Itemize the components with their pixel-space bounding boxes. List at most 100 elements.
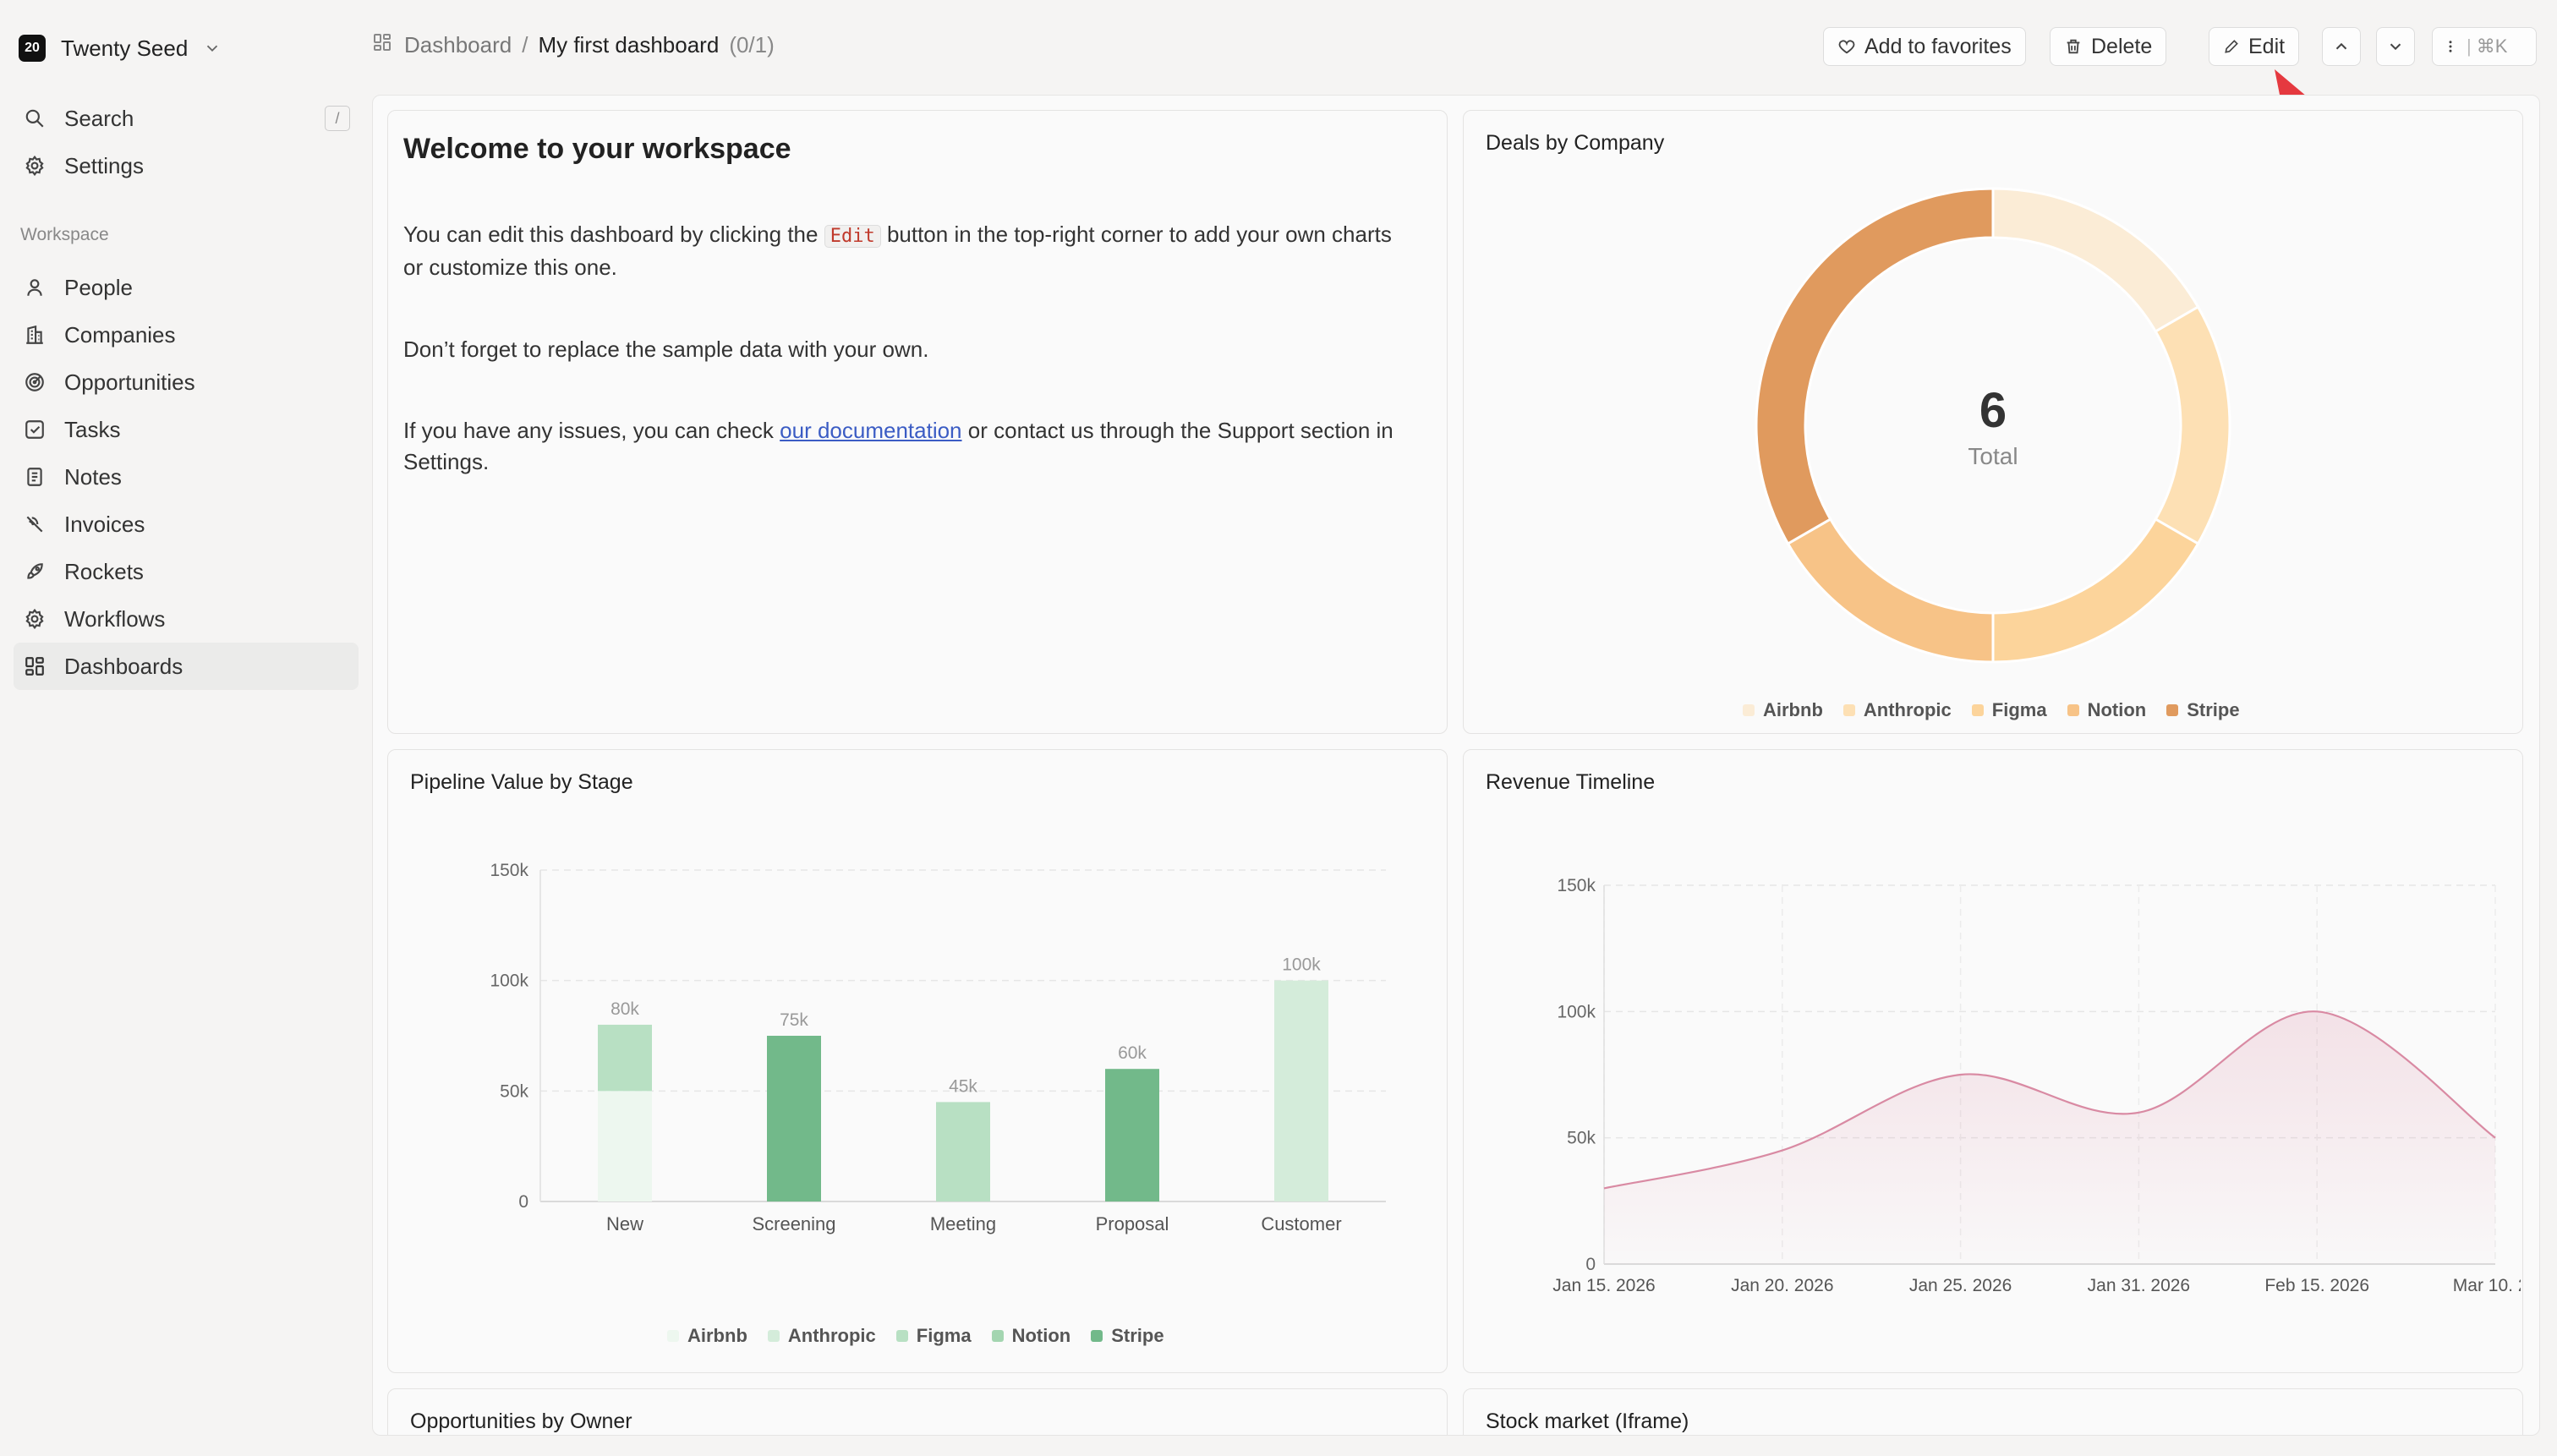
legend-label: Anthropic [1863, 699, 1952, 720]
bar-chart: 0 50k 100k 150k 80k New 75k Screening 45k Meeting… [490, 861, 1386, 1234]
legend-item[interactable]: Notion [991, 1325, 1071, 1347]
revenue-timeline-widget: Revenue Timeline 0 50k 100k 150k Jan 15, 202… [1463, 749, 2523, 1373]
chevron-down-icon [203, 39, 222, 57]
checkbox-icon [22, 417, 47, 442]
data-point[interactable] [2314, 1009, 2319, 1014]
data-point[interactable] [2493, 1136, 2498, 1141]
bar-meeting-figma[interactable] [936, 1102, 990, 1201]
search-icon [22, 106, 47, 131]
donut-slice-notion[interactable] [1786, 517, 1995, 664]
x-tick-label: Jan 15, 2026 [1552, 1276, 1655, 1291]
bar-screening-stripe[interactable] [767, 1036, 821, 1201]
y-tick-label: 100k [490, 972, 528, 991]
legend-item[interactable]: Anthropic [1842, 699, 1952, 721]
legend-item[interactable]: Anthropic [767, 1325, 876, 1347]
legend-label: Notion [1011, 1325, 1071, 1346]
previous-record-button[interactable] [2322, 27, 2361, 66]
bar-new-figma[interactable] [598, 1024, 652, 1092]
note-icon [22, 464, 47, 490]
documentation-link[interactable]: our documentation [780, 418, 962, 443]
delete-button[interactable]: Delete [2050, 27, 2167, 66]
invoice-icon [22, 512, 47, 537]
heart-icon [1838, 40, 1855, 54]
donut-slice-airbnb[interactable] [1991, 187, 2200, 334]
sidebar-item-rockets[interactable]: Rockets [14, 548, 359, 595]
legend-swatch [1842, 704, 1855, 716]
legend-item[interactable]: Figma [895, 1325, 972, 1347]
breadcrumb-root-link[interactable]: Dashboard [404, 32, 512, 57]
sidebar-item-label: Search [64, 105, 134, 131]
legend-swatch [1743, 704, 1755, 716]
sidebar-item-label: Invoices [64, 511, 145, 537]
sidebar-item-label: Workflows [64, 605, 166, 632]
y-tick-label: 100k [1557, 1002, 1596, 1021]
y-tick-label: 0 [518, 1192, 528, 1212]
command-shortcut: ⌘K [2476, 36, 2508, 57]
sidebar-item-label: Dashboards [64, 653, 183, 679]
legend-label: Notion [2087, 699, 2147, 720]
sidebar-item-settings[interactable]: Settings [14, 142, 359, 189]
donut-total-label: Total [1968, 443, 2018, 469]
legend-item[interactable]: Stripe [1091, 1325, 1164, 1347]
legend-swatch [991, 1330, 1004, 1342]
donut-slice-stripe[interactable] [1755, 187, 1995, 546]
data-point[interactable] [1780, 1148, 1785, 1153]
legend-label: Airbnb [687, 1325, 747, 1346]
sidebar-item-label: Tasks [64, 416, 121, 442]
sidebar-item-notes[interactable]: Notes [14, 453, 359, 501]
chevron-up-icon [2335, 42, 2347, 50]
x-tick-label: Jan 20, 2026 [1731, 1276, 1833, 1291]
more-vertical-icon [2449, 41, 2452, 52]
x-tick-label: Feb 15, 2026 [2264, 1276, 2369, 1291]
widget-title: Revenue Timeline [1486, 770, 1656, 794]
legend-item[interactable]: Notion [2067, 699, 2147, 721]
sidebar-workspace-nav: People Companies Opportunities Tasks Not… [14, 264, 359, 690]
x-tick-label: Customer [1261, 1213, 1341, 1234]
add-to-favorites-button[interactable]: Add to favorites [1823, 27, 2026, 66]
sidebar-item-label: Companies [64, 321, 176, 348]
donut-chart: 6 Total [1755, 187, 2231, 664]
sidebar-top-nav: Search / Settings [14, 95, 359, 189]
data-point[interactable] [2136, 1110, 2141, 1115]
bar-new-airbnb[interactable] [598, 1091, 652, 1201]
legend-item[interactable]: Figma [1971, 699, 2047, 721]
legend-label: Figma [1991, 699, 2047, 720]
bar-customer-anthropic[interactable] [1274, 980, 1328, 1201]
sidebar-item-search[interactable]: Search / [14, 95, 359, 142]
sidebar-item-companies[interactable]: Companies [14, 311, 359, 359]
workspace-switcher[interactable]: 20 Twenty Seed [19, 29, 222, 68]
bar-value-label: 100k [1282, 955, 1321, 975]
legend-label: Anthropic [787, 1325, 876, 1346]
welcome-paragraph-edit: You can edit this dashboard by clicking … [403, 219, 1401, 283]
sidebar-item-opportunities[interactable]: Opportunities [14, 359, 359, 406]
sidebar-item-invoices[interactable]: Invoices [14, 501, 359, 548]
sidebar-group-label: Workspace [20, 225, 109, 244]
more-options-button[interactable]: | ⌘K [2432, 27, 2537, 66]
welcome-widget: Welcome to your workspace You can edit t… [387, 110, 1448, 734]
workflow-icon [22, 606, 47, 632]
chevron-down-icon [2390, 43, 2401, 51]
shortcut-divider: | [2467, 36, 2472, 57]
legend-swatch [1091, 1330, 1103, 1342]
dashboard-canvas: Welcome to your workspace You can edit t… [372, 95, 2540, 1436]
data-point[interactable] [1602, 1185, 1607, 1191]
legend-item[interactable]: Airbnb [667, 1325, 747, 1347]
legend-item[interactable]: Stripe [2166, 699, 2240, 721]
next-record-button[interactable] [2376, 27, 2415, 66]
sidebar-item-tasks[interactable]: Tasks [14, 406, 359, 453]
donut-slice-figma[interactable] [1991, 517, 2200, 664]
bar-proposal-stripe[interactable] [1105, 1069, 1159, 1201]
sidebar-item-people[interactable]: People [14, 264, 359, 311]
revenue-series-line[interactable] [1603, 1010, 2496, 1190]
donut-slice-anthropic[interactable] [2154, 304, 2231, 546]
x-tick-label: Jan 31, 2026 [2088, 1276, 2190, 1291]
sidebar-item-workflows[interactable]: Workflows [14, 595, 359, 643]
target-icon [22, 369, 47, 395]
x-tick-label: Mar 10, 20 [2453, 1276, 2521, 1291]
legend-item[interactable]: Airbnb [1743, 699, 1823, 721]
data-point[interactable] [1958, 1072, 1963, 1077]
edit-button[interactable]: Edit [2209, 27, 2300, 66]
sidebar-item-dashboards[interactable]: Dashboards [14, 643, 359, 690]
sidebar-item-label: Rockets [64, 558, 144, 584]
bar-value-label: 80k [611, 999, 639, 1019]
